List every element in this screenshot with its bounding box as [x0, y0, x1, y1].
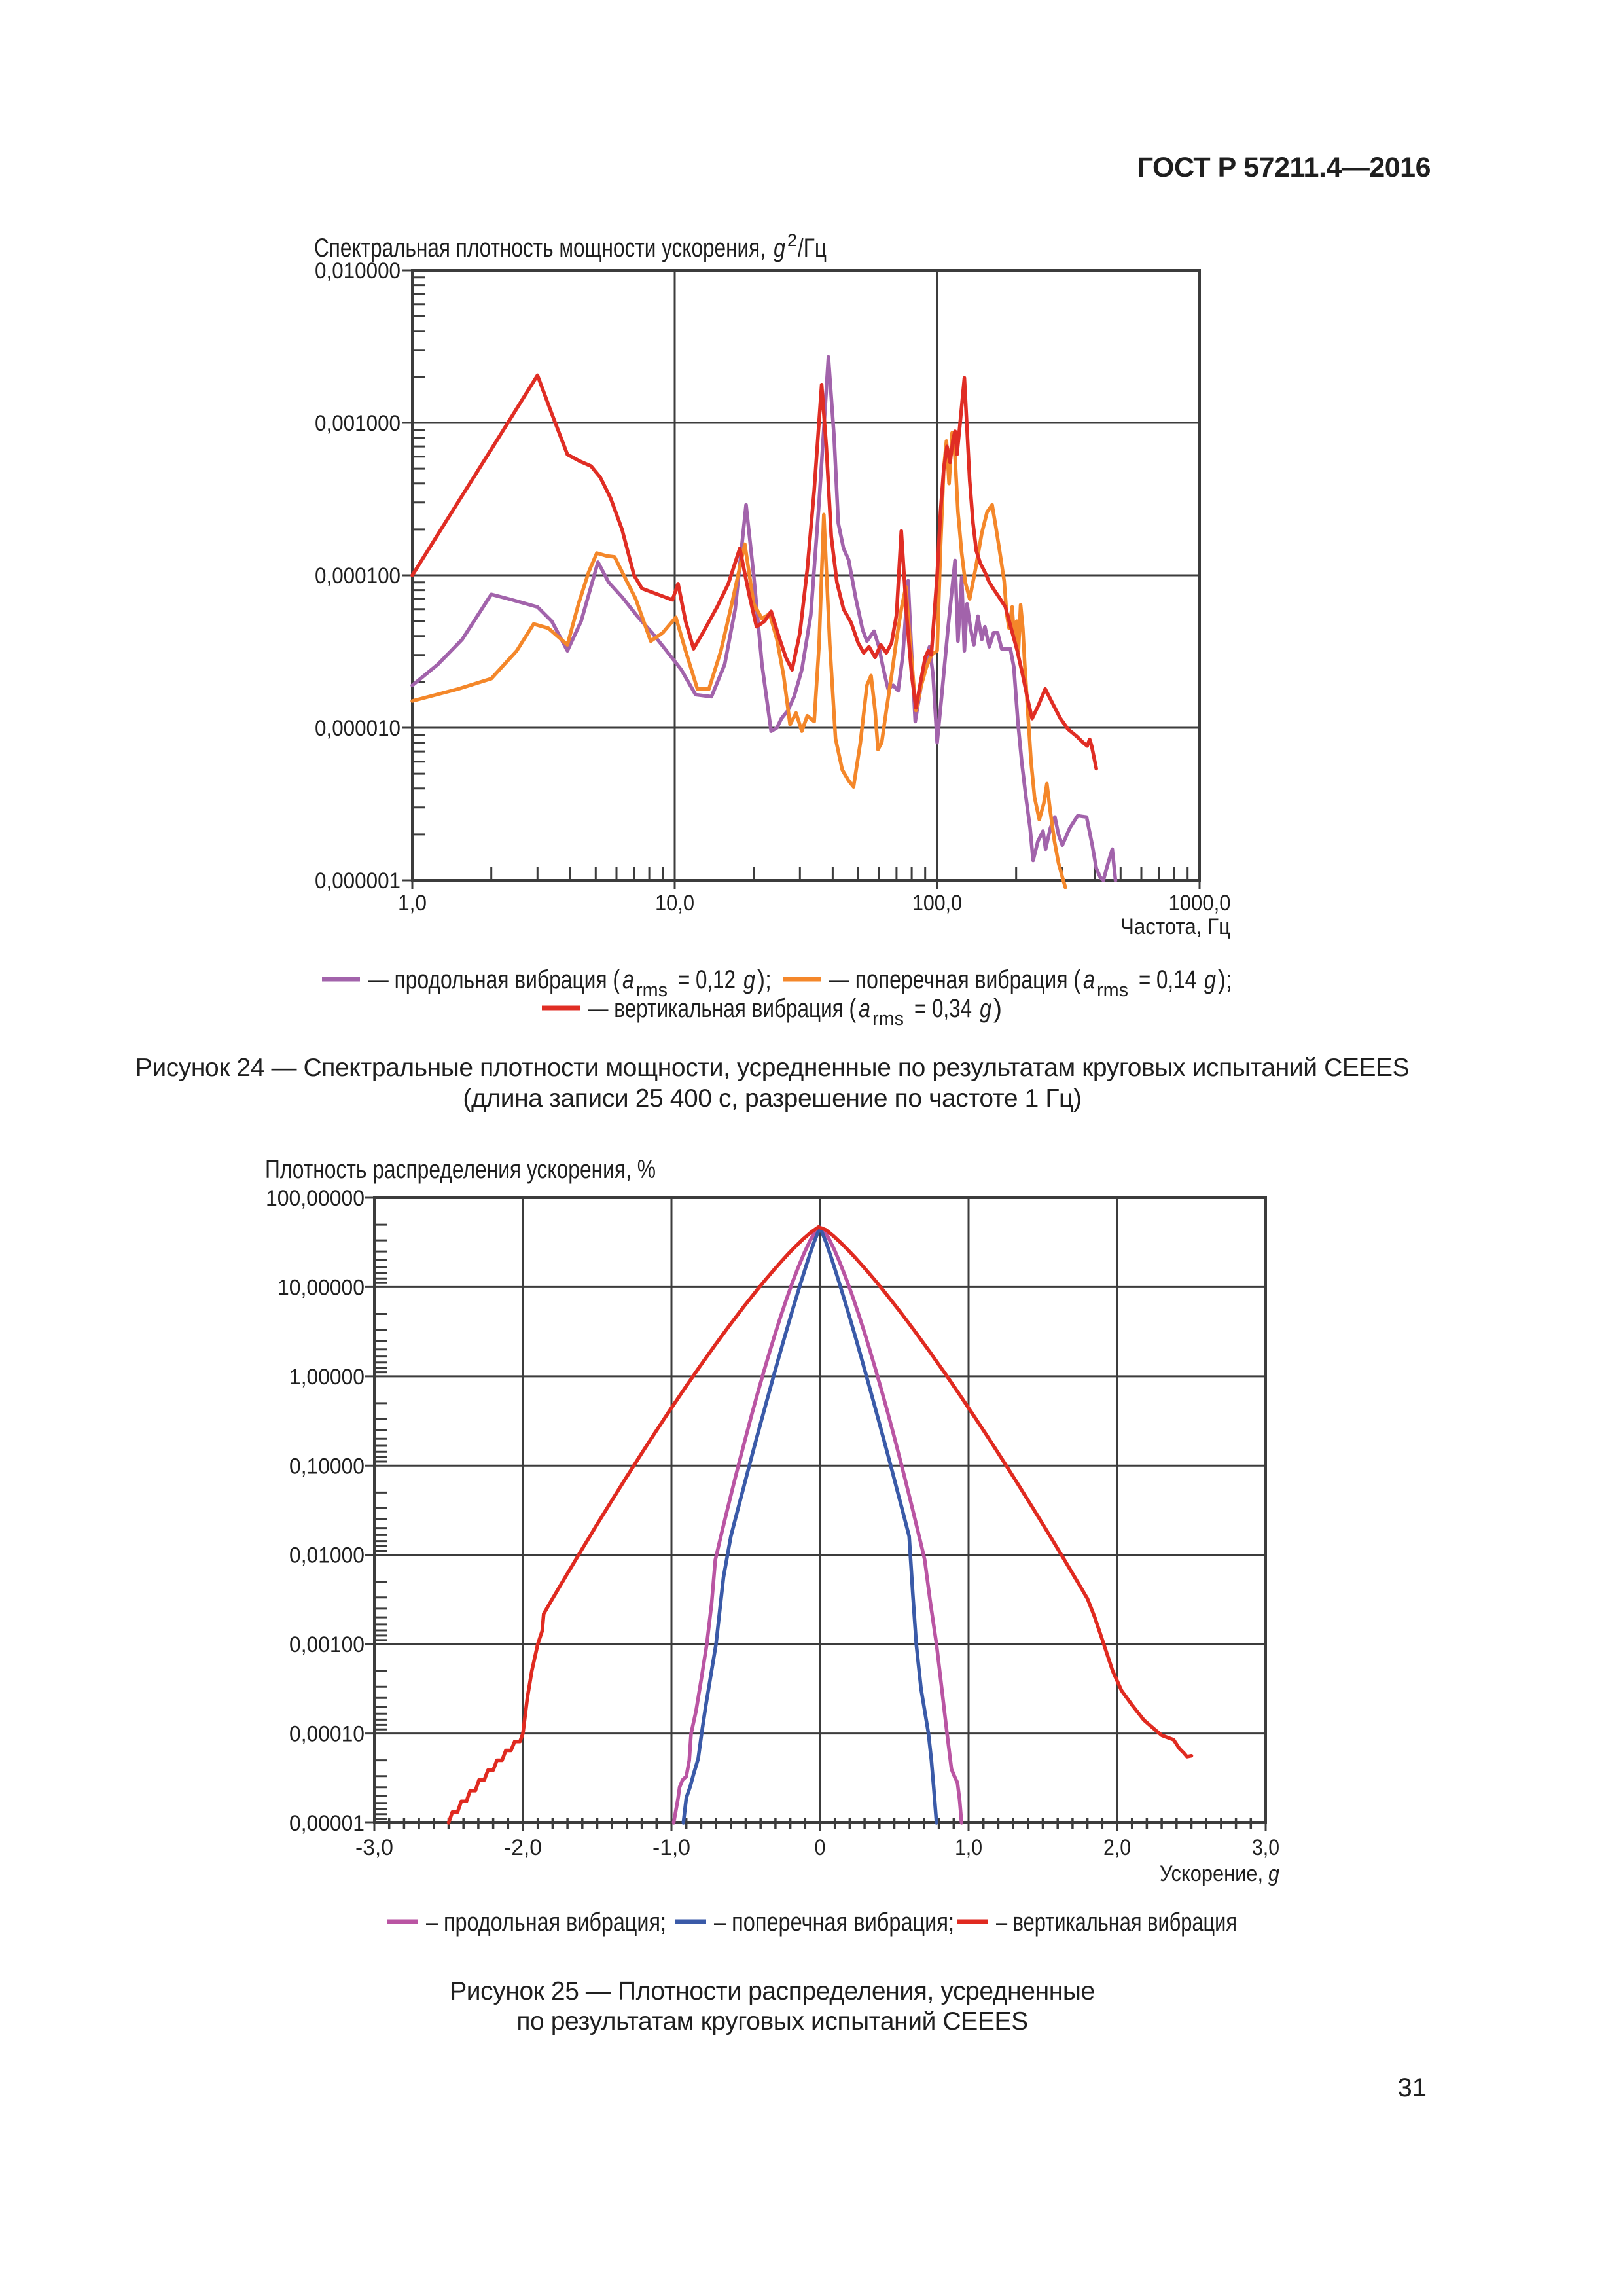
svg-text:100,00000: 100,00000: [266, 1186, 365, 1211]
svg-text:– вертикальная вибрация: – вертикальная вибрация: [996, 1908, 1237, 1937]
svg-text:-3,0: -3,0: [355, 1835, 393, 1860]
svg-text:— поперечная вибрация (: — поперечная вибрация (: [829, 965, 1081, 994]
svg-text:rms: rms: [636, 980, 668, 1001]
svg-text:0,000001: 0,000001: [315, 869, 401, 893]
svg-text:);: );: [1218, 965, 1232, 994]
svg-text:0,00100: 0,00100: [289, 1632, 365, 1657]
svg-text:g: g: [743, 965, 755, 994]
svg-text:);: );: [757, 965, 772, 994]
svg-text:100,0: 100,0: [912, 891, 962, 916]
svg-text:Спектральная плотность мощност: Спектральная плотность мощности ускорени…: [314, 234, 766, 262]
svg-text:Ускорение,: Ускорение,: [1160, 1861, 1263, 1886]
svg-text:— вертикальная вибрация (: — вертикальная вибрация (: [588, 994, 857, 1023]
svg-text:g: g: [1268, 1861, 1279, 1886]
svg-text:0,000010: 0,000010: [315, 716, 401, 741]
svg-text:10,0: 10,0: [655, 891, 694, 916]
svg-text:2,0: 2,0: [1103, 1835, 1131, 1860]
svg-text:– поперечная вибрация;: – поперечная вибрация;: [714, 1908, 954, 1937]
svg-text:1,00000: 1,00000: [289, 1365, 365, 1390]
svg-text:g: g: [980, 994, 991, 1023]
svg-text:): ): [993, 994, 1002, 1023]
svg-text:0,10000: 0,10000: [289, 1454, 365, 1479]
svg-text:g: g: [774, 234, 785, 262]
svg-text:0,00010: 0,00010: [289, 1722, 365, 1747]
svg-text:a: a: [1083, 965, 1095, 994]
svg-text:0,00001: 0,00001: [289, 1811, 365, 1836]
svg-text:0,001000: 0,001000: [315, 411, 401, 436]
svg-text:3,0: 3,0: [1252, 1835, 1279, 1860]
svg-text:a: a: [859, 994, 870, 1023]
svg-text:rms: rms: [1097, 980, 1128, 1001]
svg-text:10,00000: 10,00000: [277, 1275, 365, 1300]
svg-text:Частота, Гц: Частота, Гц: [1120, 914, 1230, 939]
svg-text:1,0: 1,0: [398, 891, 427, 916]
svg-text:= 0,34: = 0,34: [914, 994, 972, 1023]
svg-text:/Гц: /Гц: [798, 234, 827, 262]
svg-text:– продольная вибрация;: – продольная вибрация;: [426, 1908, 666, 1937]
svg-text:0,010000: 0,010000: [315, 259, 401, 283]
svg-text:g: g: [1204, 965, 1216, 994]
svg-text:— продольная вибрация (: — продольная вибрация (: [368, 965, 620, 994]
svg-text:rms: rms: [872, 1009, 904, 1030]
svg-text:-2,0: -2,0: [504, 1835, 542, 1860]
svg-text:-1,0: -1,0: [652, 1835, 690, 1860]
svg-text:Плотность распределения ускоре: Плотность распределения ускорения, %: [265, 1155, 656, 1184]
svg-text:1,0: 1,0: [955, 1835, 982, 1860]
svg-text:0,000100: 0,000100: [315, 564, 401, 588]
svg-text:= 0,12: = 0,12: [678, 965, 736, 994]
svg-text:0,01000: 0,01000: [289, 1543, 365, 1568]
svg-text:= 0,14: = 0,14: [1139, 965, 1196, 994]
svg-text:1000,0: 1000,0: [1169, 891, 1231, 916]
svg-text:a: a: [622, 965, 634, 994]
svg-text:2: 2: [787, 230, 797, 250]
svg-text:0: 0: [815, 1835, 826, 1860]
